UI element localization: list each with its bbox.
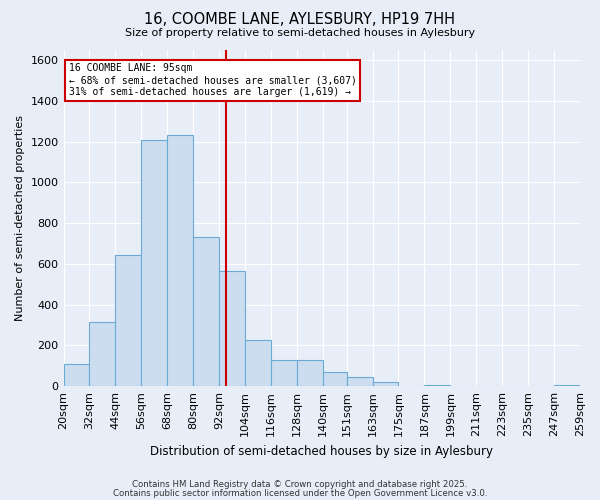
Bar [245, 340, 271, 386]
Bar [89, 322, 115, 386]
Bar [424, 385, 451, 386]
Text: Size of property relative to semi-detached houses in Aylesbury: Size of property relative to semi-detach… [125, 28, 475, 38]
Bar [347, 377, 373, 386]
Bar [167, 134, 193, 386]
Text: 16, COOMBE LANE, AYLESBURY, HP19 7HH: 16, COOMBE LANE, AYLESBURY, HP19 7HH [145, 12, 455, 28]
Bar [219, 271, 245, 386]
Bar [297, 360, 323, 386]
Bar [373, 382, 398, 386]
Bar [64, 364, 89, 386]
Bar [193, 238, 219, 386]
Text: 16 COOMBE LANE: 95sqm
← 68% of semi-detached houses are smaller (3,607)
31% of s: 16 COOMBE LANE: 95sqm ← 68% of semi-deta… [69, 64, 356, 96]
Bar [323, 372, 347, 386]
Text: Contains public sector information licensed under the Open Government Licence v3: Contains public sector information licen… [113, 489, 487, 498]
Bar [271, 360, 297, 386]
Bar [554, 385, 580, 386]
Y-axis label: Number of semi-detached properties: Number of semi-detached properties [15, 115, 25, 321]
Bar [115, 255, 142, 386]
Bar [142, 140, 167, 386]
Text: Contains HM Land Registry data © Crown copyright and database right 2025.: Contains HM Land Registry data © Crown c… [132, 480, 468, 489]
X-axis label: Distribution of semi-detached houses by size in Aylesbury: Distribution of semi-detached houses by … [150, 444, 493, 458]
